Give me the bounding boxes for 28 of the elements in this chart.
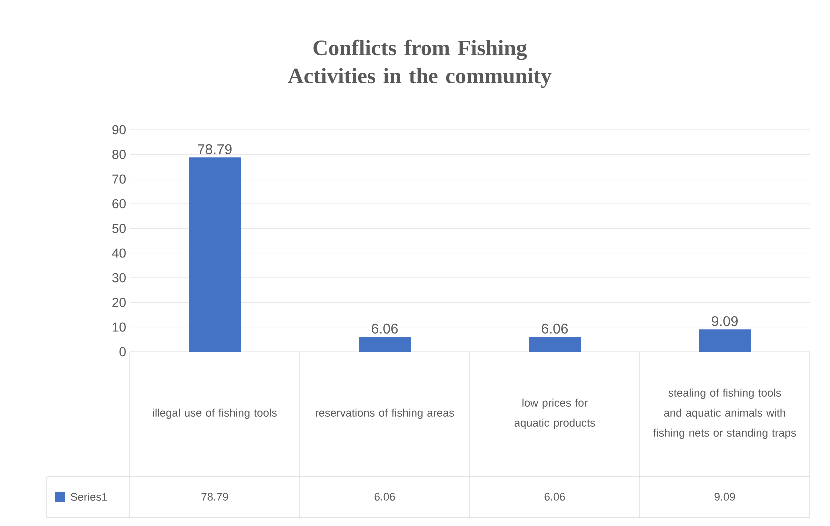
y-tick-label: 30 bbox=[112, 273, 126, 283]
x-tick-label: illegal use of fishing tools bbox=[153, 408, 277, 420]
data-label: 6.06 bbox=[374, 493, 396, 501]
text: 6.06 bbox=[372, 324, 398, 334]
bar bbox=[699, 330, 751, 352]
y-tick-label: 50 bbox=[112, 224, 126, 234]
bar bbox=[529, 337, 582, 352]
bar bbox=[359, 337, 412, 352]
x-tick-label: stealing of fishing tools and aquatic animals with fishing nets or standing traps bbox=[654, 388, 796, 440]
y-tick-label: 40 bbox=[112, 248, 126, 258]
legend-label: Series1 bbox=[71, 492, 108, 502]
x-tick-label: low prices for aquatic products bbox=[514, 398, 596, 430]
text: 6.06 bbox=[542, 324, 568, 334]
chart-title: Conflicts from Fishing Activities in the community bbox=[288, 40, 552, 88]
y-tick-label: 20 bbox=[112, 298, 126, 308]
bar bbox=[189, 158, 242, 352]
data-label: 9.09 bbox=[714, 493, 736, 501]
x-tick-label: reservations of fishing areas bbox=[316, 408, 454, 420]
text: 78.79 bbox=[198, 144, 232, 154]
y-tick-label: 10 bbox=[113, 322, 126, 332]
y-tick-label: 60 bbox=[112, 199, 126, 209]
y-tick-label: 80 bbox=[112, 150, 126, 160]
data-label: 6.06 bbox=[544, 493, 566, 501]
text: 9.09 bbox=[712, 316, 738, 326]
y-tick-label: 90 bbox=[112, 125, 126, 135]
y-tick-label: 0 bbox=[120, 347, 126, 357]
data-label: 78.79 bbox=[202, 493, 228, 501]
y-tick-label: 70 bbox=[112, 174, 126, 184]
